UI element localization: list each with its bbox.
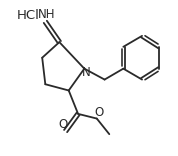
Text: N: N [82,66,90,79]
Text: O: O [59,118,68,131]
Text: O: O [95,106,104,119]
Text: HCl: HCl [17,9,40,22]
Text: NH: NH [38,7,56,21]
